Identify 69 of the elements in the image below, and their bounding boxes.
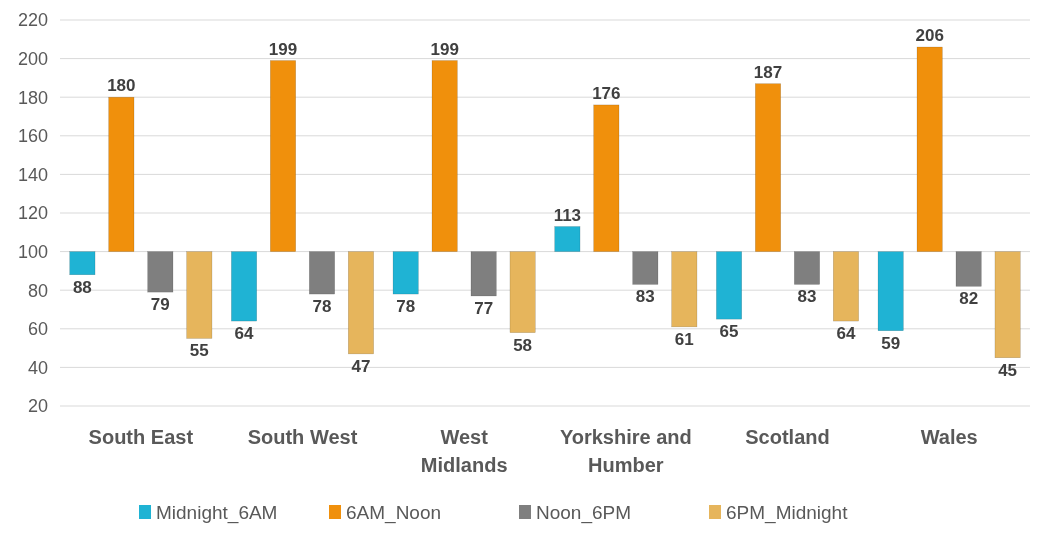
bar <box>632 251 659 285</box>
y-tick-label: 180 <box>17 87 48 108</box>
data-label: 206 <box>915 26 944 46</box>
bar <box>833 251 859 322</box>
data-label: 88 <box>72 277 92 297</box>
bar <box>916 46 943 252</box>
data-label: 180 <box>107 76 136 96</box>
data-label: 45 <box>998 360 1018 380</box>
bar <box>470 251 497 297</box>
data-label: 113 <box>553 205 582 225</box>
x-tick-label: West Midlands <box>420 426 508 476</box>
x-tick-label: Wales <box>920 426 978 448</box>
y-tick-label: 20 <box>27 396 48 417</box>
bar <box>955 251 982 287</box>
bar <box>877 251 904 331</box>
data-label: 65 <box>719 322 739 342</box>
data-label: 58 <box>513 335 533 355</box>
legend-label: Midnight_6AM <box>156 501 278 524</box>
legend-label: 6PM_Midnight <box>726 501 849 524</box>
legend-label: Noon_6PM <box>536 501 632 524</box>
data-label: 79 <box>150 295 170 315</box>
data-label: 176 <box>592 83 621 103</box>
bar <box>431 60 458 252</box>
data-label: 82 <box>959 289 979 309</box>
bar <box>554 226 581 252</box>
y-tick-label: 200 <box>17 48 48 69</box>
data-label: 64 <box>234 324 255 344</box>
x-tick-label: Scotland <box>745 426 830 448</box>
data-label: 77 <box>474 298 494 318</box>
bar <box>270 60 296 252</box>
bar <box>509 251 536 333</box>
bar <box>755 83 781 252</box>
bar <box>309 251 335 295</box>
y-tick-label: 120 <box>17 203 48 224</box>
y-tick-label: 100 <box>17 241 48 262</box>
data-label: 199 <box>430 39 459 59</box>
y-tick-label: 160 <box>17 126 48 147</box>
y-tick-label: 40 <box>27 357 48 378</box>
data-label: 61 <box>674 329 694 349</box>
bar <box>231 251 257 322</box>
data-label: 47 <box>351 356 371 376</box>
bar <box>794 251 820 285</box>
data-label: 59 <box>881 333 901 353</box>
data-label: 199 <box>268 39 298 59</box>
y-tick-label: 60 <box>27 319 48 340</box>
x-tick-label: South East <box>88 426 194 448</box>
x-tick-label: South West <box>247 426 358 448</box>
bar <box>348 251 374 355</box>
data-label: 64 <box>836 324 856 344</box>
bar <box>392 251 419 295</box>
bar <box>593 104 620 252</box>
legend-label: 6AM_Noon <box>346 501 442 524</box>
bar <box>994 251 1021 358</box>
y-tick-label: 80 <box>27 280 48 301</box>
bar <box>108 96 135 252</box>
data-label: 78 <box>312 297 332 317</box>
bar <box>671 251 698 328</box>
data-label: 83 <box>797 287 817 307</box>
data-label: 55 <box>189 341 209 361</box>
data-label: 83 <box>635 287 655 307</box>
bar <box>186 251 213 339</box>
bar <box>716 251 742 320</box>
bar <box>147 251 174 293</box>
data-label: 187 <box>753 62 783 82</box>
y-tick-label: 140 <box>17 164 48 185</box>
data-label: 78 <box>396 297 416 317</box>
y-tick-label: 220 <box>17 10 48 31</box>
x-tick-label: Yorkshire and Humber <box>559 426 692 476</box>
bar <box>69 251 96 276</box>
